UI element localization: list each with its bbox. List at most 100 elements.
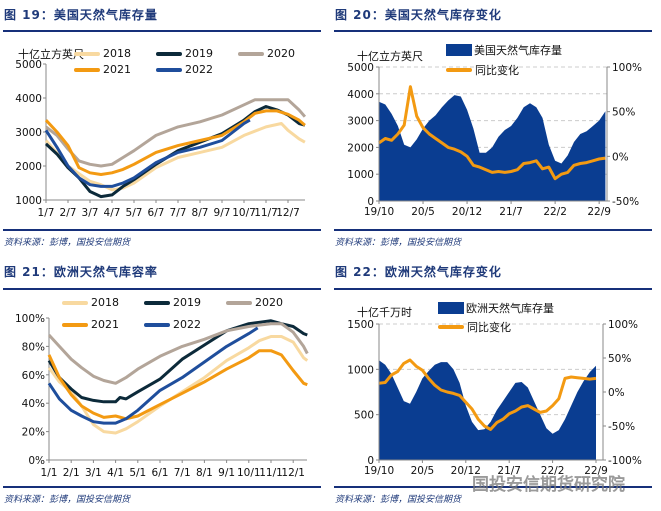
y2-tick-label: 50% [612, 107, 635, 119]
x-tick-label: 20/12 [451, 465, 481, 477]
legend-swatch [144, 322, 170, 327]
x-tick-label: 8/1 [196, 467, 213, 479]
x-tick-label: 9/7 [214, 207, 231, 219]
source-note: 资料来源：彭博，国投安信期货 [4, 495, 131, 505]
x-tick-label: 21/7 [499, 206, 523, 218]
y-tick-label: 3000 [347, 116, 374, 128]
legend-swatch [238, 51, 264, 56]
y-tick-label: 500 [354, 410, 374, 422]
y-tick-label: 1500 [347, 319, 374, 331]
series-line-同比变化 [378, 358, 597, 431]
y2-tick-label: -50% [612, 196, 639, 208]
x-tick-label: 20/5 [411, 206, 435, 218]
figure-19-title: 图 19：美国天然气库存量 [4, 8, 158, 22]
series-line-2021 [47, 349, 308, 421]
x-tick-label: 9/1 [218, 467, 235, 479]
x-tick-label: 11/1 [259, 467, 283, 479]
legend-item-2019: 2019 [144, 296, 201, 309]
y-tick-label: 3000 [15, 127, 42, 139]
x-tick-label: 3/1 [85, 467, 102, 479]
legend-item-2019: 2019 [156, 47, 213, 60]
legend-item-2021: 2021 [62, 318, 119, 331]
y2-tick-label: -50% [608, 421, 635, 433]
y-tick-label: 1000 [15, 195, 42, 207]
legend-label: 2018 [91, 296, 119, 309]
y-tick-label: 2000 [347, 142, 374, 154]
series-line-同比变化 [378, 85, 606, 181]
source-note: 资料来源：彭博，国投安信期货 [4, 238, 131, 248]
y-tick-label: 5000 [15, 59, 42, 71]
title-divider [334, 288, 652, 290]
legend-label: 美国天然气库存量 [474, 44, 562, 57]
legend-label: 2019 [173, 296, 201, 309]
x-tick-label: 2/1 [63, 467, 80, 479]
y-tick-label: 60% [22, 370, 45, 382]
title-divider [3, 288, 321, 290]
y-tick-label: 5000 [347, 62, 374, 74]
series-line-2018 [44, 122, 306, 192]
legend-label: 2022 [173, 318, 201, 331]
x-tick-label: 19/10 [364, 465, 394, 477]
x-tick-label: 7/1 [174, 467, 191, 479]
source-divider [3, 486, 321, 488]
x-tick-label: 20/5 [411, 465, 435, 477]
y2-tick-label: 100% [612, 62, 642, 74]
x-tick-label: 8/7 [192, 207, 209, 219]
y-tick-label: 20% [22, 427, 45, 439]
legend-swatch [446, 68, 472, 72]
y2-tick-label: 0% [608, 387, 625, 399]
x-tick-label: 21/7 [497, 465, 521, 477]
legend-swatch [74, 51, 100, 56]
series-line-2021 [44, 109, 306, 176]
title-divider [334, 30, 652, 32]
x-tick-label: 4/1 [107, 467, 124, 479]
y2-tick-label: 100% [608, 319, 638, 331]
source-note: 资料来源：彭博，国投安信期货 [335, 238, 462, 248]
x-tick-label: 10/1 [237, 467, 261, 479]
legend-item-storage: 美国天然气库存量 [446, 42, 562, 58]
x-tick-label: 5/1 [129, 467, 146, 479]
series-line-2020 [47, 322, 309, 385]
x-tick-label: 6/1 [152, 467, 169, 479]
series-line-2019 [47, 319, 308, 404]
legend-label: 2021 [103, 63, 131, 76]
y2-tick-label: -100% [608, 455, 642, 467]
y-tick-label: 40% [22, 398, 45, 410]
legend-label: 2022 [185, 63, 213, 76]
series-line-2020 [45, 98, 307, 168]
x-tick-label: 10/7 [232, 207, 256, 219]
title-divider [3, 30, 321, 32]
figure-22-title: 图 22：欧洲天然气库存变化 [335, 265, 502, 279]
legend-swatch [438, 325, 464, 329]
legend-label: 2020 [255, 296, 283, 309]
x-tick-label: 22/9 [584, 465, 608, 477]
x-tick-label: 12/7 [276, 207, 300, 219]
legend-item-2020: 2020 [226, 296, 283, 309]
x-tick-label: 19/10 [364, 206, 394, 218]
series-area-欧洲天然气库存量 [379, 360, 596, 460]
y-axis-unit: 十亿立方英尺 [357, 50, 423, 63]
y-axis-unit: 十亿千万时 [357, 306, 412, 319]
y-tick-label: 2000 [15, 161, 42, 173]
x-tick-label: 4/7 [104, 207, 121, 219]
x-tick-label: 1/1 [41, 467, 58, 479]
watermark: 国投安信期货研究院 [472, 475, 625, 495]
legend-swatch [446, 44, 472, 56]
y-tick-label: 1000 [347, 364, 374, 376]
x-tick-label: 22/9 [587, 206, 611, 218]
source-divider [334, 486, 652, 488]
legend-swatch [62, 322, 88, 327]
x-tick-label: 3/7 [82, 207, 99, 219]
x-tick-label: 11/7 [254, 207, 278, 219]
legend-item-storage: 欧洲天然气库存量 [438, 300, 554, 316]
legend-item-2021: 2021 [74, 63, 131, 76]
x-tick-label: 1/7 [38, 207, 55, 219]
y-tick-label: 100% [15, 313, 45, 325]
legend-label: 欧洲天然气库存量 [466, 302, 554, 315]
y-axis-unit: 十亿立方英尺 [18, 48, 84, 61]
x-tick-label: 20/12 [452, 206, 482, 218]
y-tick-label: 4000 [347, 89, 374, 101]
source-divider [334, 229, 652, 231]
legend-label: 2019 [185, 47, 213, 60]
